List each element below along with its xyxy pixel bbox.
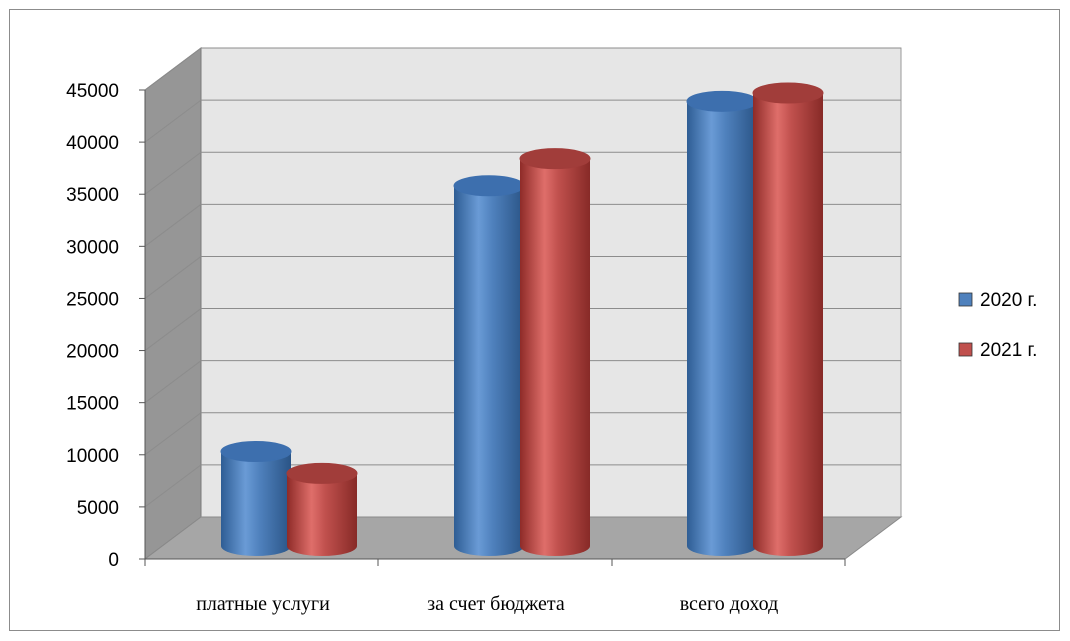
bar-2020: [220, 441, 292, 556]
bar-body: [454, 185, 524, 556]
bar-2021: [752, 82, 824, 556]
y-tick-label: 10000: [66, 446, 119, 467]
bar-top: [519, 148, 591, 170]
bar-top: [453, 175, 525, 197]
bar-body: [287, 473, 357, 556]
gridline-side: [144, 412, 202, 456]
category-labels: платные услуги за счет бюджета всего доход: [196, 593, 778, 615]
y-tick-label: 5000: [77, 498, 119, 519]
y-tick-label: 45000: [66, 81, 119, 102]
bar-2021: [519, 148, 591, 556]
legend-label: 2021 г.: [980, 340, 1037, 361]
gridline-side: [144, 47, 202, 91]
bar-top: [752, 82, 824, 104]
bar-2020: [453, 175, 525, 556]
category-label: всего доход: [680, 593, 779, 615]
bar-body: [520, 158, 590, 556]
bar-body: [753, 93, 823, 556]
bar-top: [686, 90, 758, 112]
y-tick-label: 20000: [66, 342, 119, 363]
y-tick-label: 35000: [66, 185, 119, 206]
bar-top: [220, 441, 292, 463]
y-tick-label: 30000: [66, 237, 119, 258]
category-label: платные услуги: [196, 593, 330, 615]
legend: 2020 г. 2021 г.: [958, 290, 1037, 361]
bar-2021: [286, 462, 358, 556]
legend-swatch: [958, 342, 973, 357]
value-axis: 0 5000 10000 15000 20000 25000 30000 35000 40000…: [66, 81, 846, 571]
legend-label: 2020 г.: [980, 290, 1037, 311]
category-label: за счет бюджета: [427, 593, 565, 615]
gridline-side: [144, 360, 202, 404]
y-tick-label: 15000: [66, 394, 119, 415]
gridline-side: [144, 464, 202, 508]
bars: [220, 82, 824, 557]
y-tick-label: 25000: [66, 289, 119, 310]
gridline-side: [144, 151, 202, 195]
y-tick-label: 40000: [66, 133, 119, 154]
y-tick-label: 0: [108, 550, 119, 571]
bar-body: [687, 101, 757, 557]
gridline-side: [144, 203, 202, 247]
gridline-side: [144, 99, 202, 143]
side-wall: [144, 47, 202, 560]
gridline-side: [144, 256, 202, 299]
bar-2020: [686, 90, 758, 557]
gridline-side: [144, 308, 202, 351]
legend-swatch: [958, 292, 973, 307]
bar-top: [286, 462, 358, 484]
bar-body: [221, 451, 291, 556]
